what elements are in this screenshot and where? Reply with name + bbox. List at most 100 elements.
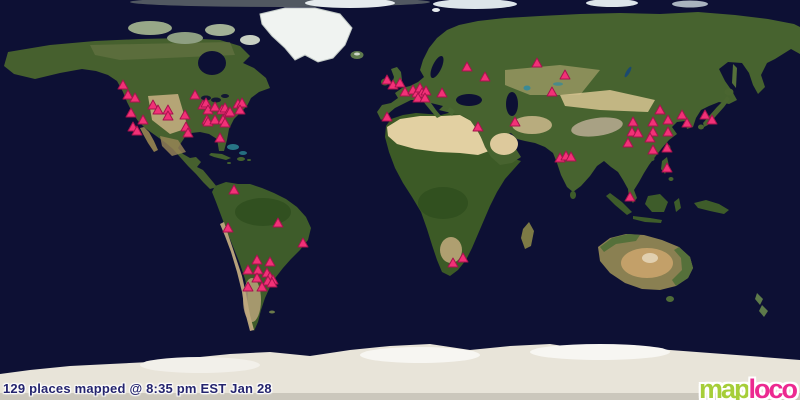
place-marker (644, 132, 656, 143)
arctic-ice-patch (672, 0, 708, 8)
tasmania (666, 296, 674, 302)
lake-baikal (624, 66, 632, 78)
bahamas-shallows (239, 151, 247, 155)
place-marker (399, 86, 411, 97)
cuba (209, 153, 231, 160)
place-marker (266, 277, 278, 288)
place-marker (662, 114, 674, 125)
place-marker (162, 110, 174, 121)
place-marker (436, 87, 448, 98)
aral-sea (523, 85, 531, 91)
place-marker (242, 281, 254, 292)
southeast-asia-islands (606, 157, 729, 223)
place-marker (447, 257, 459, 268)
place-marker (661, 142, 673, 153)
place-marker (706, 114, 718, 125)
svalbard (432, 8, 440, 12)
hainan (649, 157, 655, 161)
amazon-forest (235, 198, 291, 226)
place-marker (224, 106, 236, 117)
place-marker (125, 107, 137, 118)
puerto-rico (247, 159, 251, 161)
place-marker (131, 125, 143, 136)
arctic-ice-patch (433, 0, 517, 9)
bahamas-shallows (227, 144, 239, 150)
place-marker (662, 126, 674, 137)
markers-layer (117, 57, 718, 292)
place-marker (381, 74, 393, 85)
madagascar (521, 222, 534, 249)
sulawesi (674, 198, 681, 212)
place-marker (189, 89, 201, 100)
australia-east-green (672, 247, 693, 286)
place-marker (419, 92, 431, 103)
lake-balkhash (553, 82, 563, 86)
place-marker (129, 92, 141, 103)
antarctica-highlight (140, 357, 260, 373)
mindanao (668, 177, 674, 181)
place-marker (676, 109, 688, 120)
status-text: 129 places mapped @ 8:35 pm EST Jan 28 (3, 381, 272, 396)
place-marker (209, 101, 221, 112)
salt-flats (642, 253, 658, 263)
jamaica (227, 162, 231, 164)
iceland-glacier (354, 52, 360, 56)
antarctica-highlight (530, 344, 670, 360)
sakhalin (732, 64, 737, 88)
outback (621, 248, 673, 278)
place-marker (272, 217, 284, 228)
continent-africa (385, 112, 534, 276)
new-zealand-north (755, 293, 763, 305)
java (633, 216, 662, 223)
continent-eurasia (377, 12, 800, 203)
greece (447, 107, 455, 116)
place-marker (394, 77, 406, 88)
arctic-ice (130, 0, 708, 12)
greenland (259, 7, 353, 63)
arctic-island (240, 35, 260, 45)
patagonia (243, 278, 261, 322)
logo-map-text: map (698, 374, 751, 400)
place-marker (222, 222, 234, 233)
place-marker (251, 272, 263, 283)
great-lake (221, 94, 229, 98)
canada-tundra (90, 42, 235, 60)
place-marker (565, 151, 577, 162)
place-marker (531, 57, 543, 68)
place-marker (122, 89, 134, 100)
place-marker (117, 79, 129, 90)
kyushu (698, 124, 704, 130)
australia-north-green (600, 234, 640, 252)
place-marker (264, 256, 276, 267)
falkland-islands (269, 310, 275, 314)
place-marker (200, 97, 212, 108)
place-marker (256, 281, 268, 292)
hokkaido (724, 88, 734, 96)
place-marker (412, 92, 424, 103)
place-marker (559, 69, 571, 80)
place-marker (647, 116, 659, 127)
continent-australia (598, 234, 768, 317)
place-marker (179, 109, 191, 120)
italy (423, 99, 441, 118)
sumatra (606, 193, 632, 215)
new-zealand-south (759, 305, 768, 317)
tibet-plateau (571, 117, 623, 137)
place-marker (647, 144, 659, 155)
maploco-logo[interactable]: maploco (698, 374, 798, 400)
arctic-island (167, 32, 203, 44)
place-marker (381, 111, 393, 122)
gobi-desert (560, 90, 655, 112)
place-marker (209, 114, 221, 125)
place-marker (147, 99, 159, 110)
logo-loco-text: loco (748, 374, 797, 400)
kalahari-desert (440, 237, 462, 263)
borneo (645, 194, 668, 212)
place-marker (182, 127, 194, 138)
place-marker (472, 121, 484, 132)
caspian-sea (506, 92, 518, 116)
arctic-ice-patch (586, 0, 638, 7)
baltic-sea (430, 55, 444, 79)
arctic-ice-patch (305, 0, 395, 8)
place-marker (219, 117, 231, 128)
